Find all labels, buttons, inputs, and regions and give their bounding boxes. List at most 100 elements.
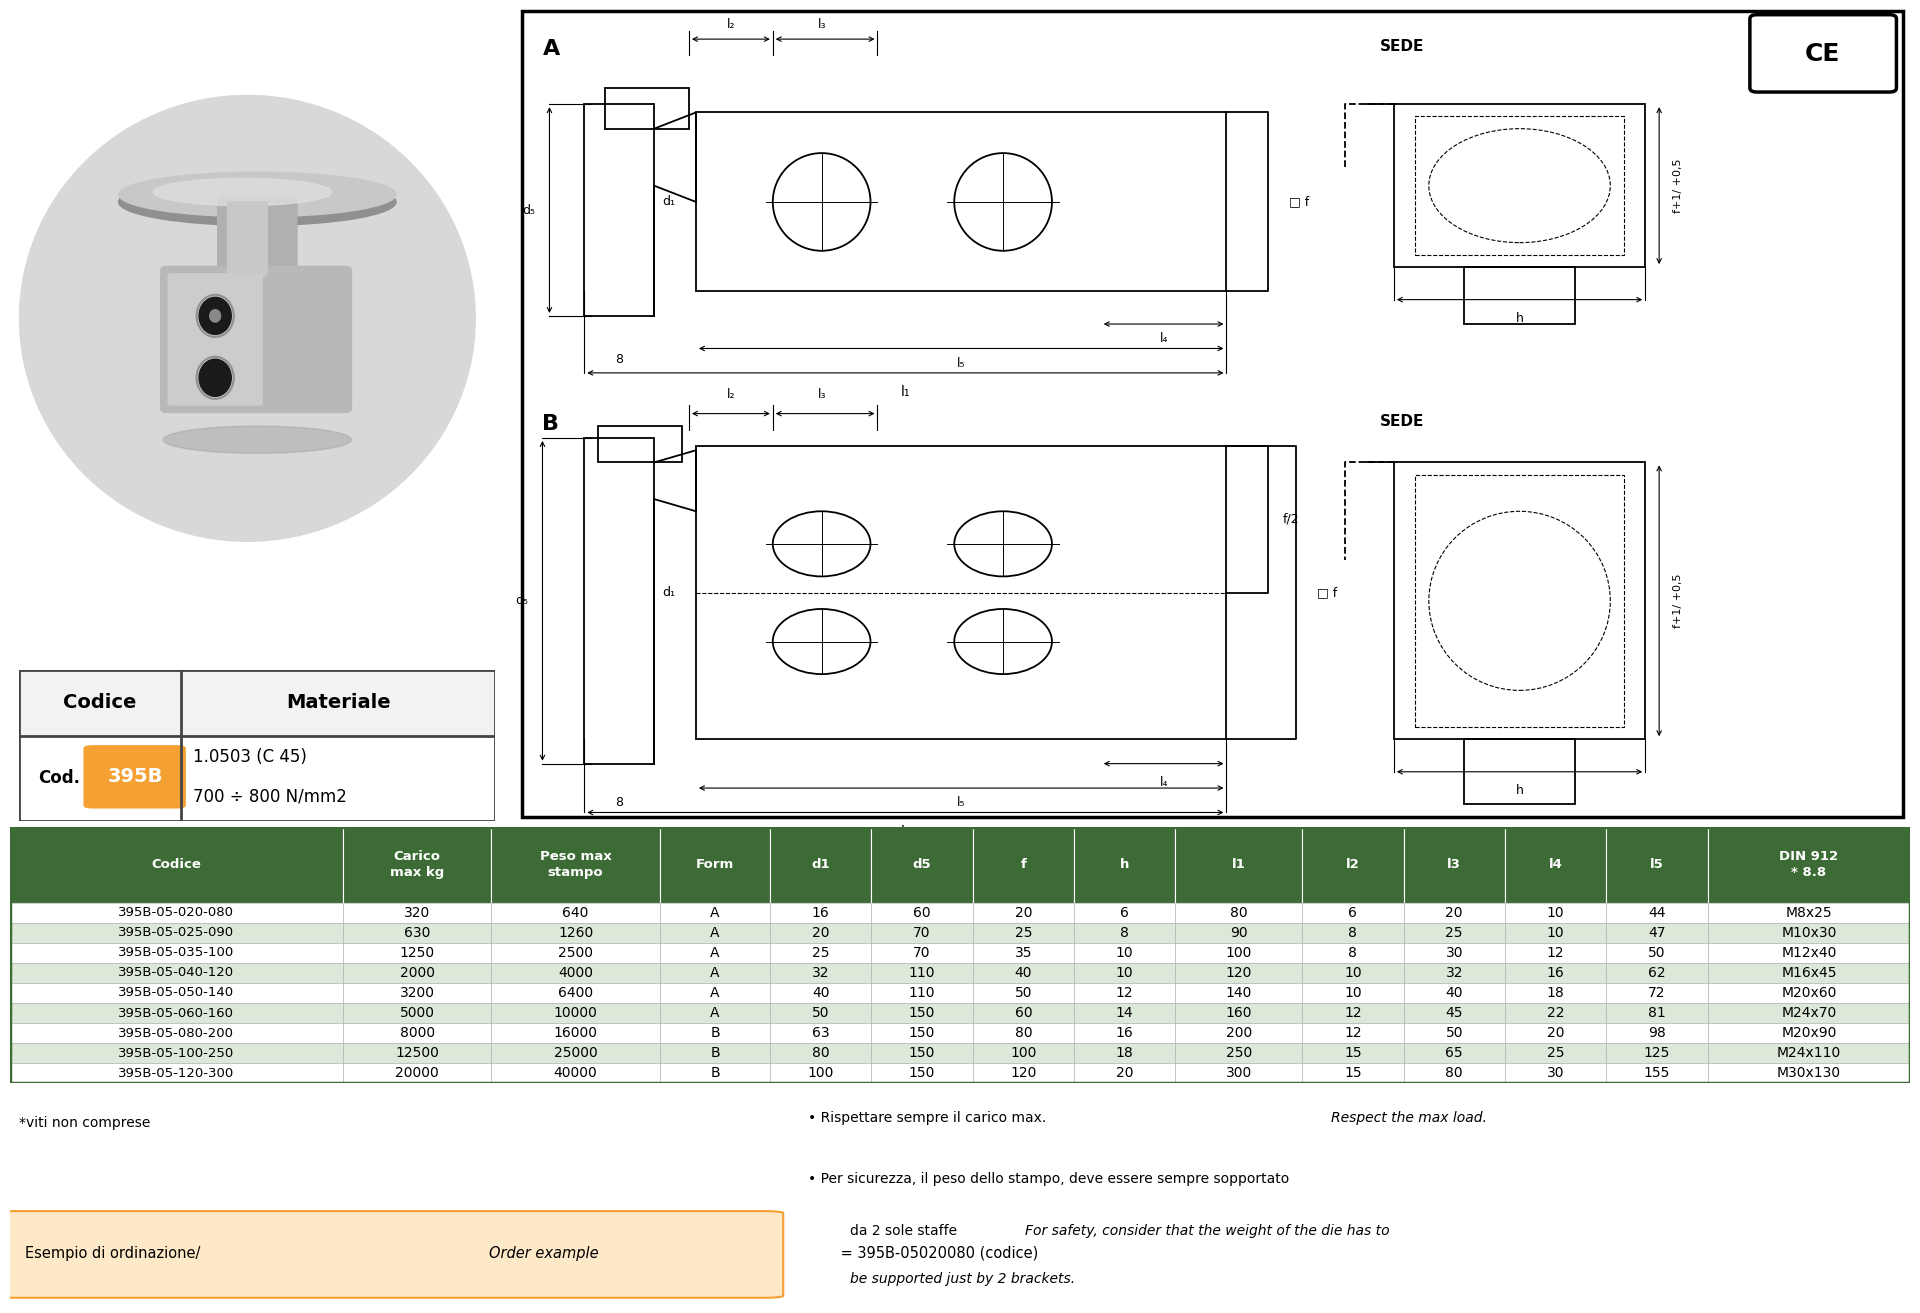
Bar [1302, 903, 1404, 923]
Text: 25: 25 [1446, 926, 1463, 940]
Text: Carico
max kg: Carico max kg [390, 851, 444, 880]
Text: 2500: 2500 [559, 945, 593, 960]
Text: 395B-05-060-160: 395B-05-060-160 [119, 1007, 234, 1019]
Text: M8x25: M8x25 [1786, 906, 1832, 919]
Text: 20: 20 [1548, 1025, 1565, 1040]
Ellipse shape [200, 360, 230, 397]
Text: l3: l3 [1448, 859, 1461, 872]
Bar [344, 903, 492, 923]
Bar [1073, 962, 1175, 983]
Text: l₂: l₂ [726, 18, 735, 32]
Bar [973, 983, 1073, 1003]
Text: 72: 72 [1647, 986, 1667, 1001]
Bar [1707, 923, 1910, 943]
Text: 3200: 3200 [399, 986, 434, 1001]
Bar [344, 943, 492, 962]
Bar [1505, 827, 1607, 903]
Bar [492, 962, 660, 983]
Text: 80: 80 [1014, 1025, 1033, 1040]
Bar [973, 962, 1073, 983]
Text: M16x45: M16x45 [1782, 966, 1837, 979]
Bar [344, 1003, 492, 1023]
Bar [973, 827, 1073, 903]
FancyBboxPatch shape [83, 746, 186, 809]
Bar [492, 1064, 660, 1083]
Bar [10, 943, 344, 962]
Text: 10: 10 [1116, 945, 1133, 960]
Bar [1707, 1003, 1910, 1023]
Bar [1707, 827, 1910, 903]
Text: l1: l1 [1233, 859, 1246, 872]
Text: 25: 25 [812, 945, 829, 960]
Bar [1175, 943, 1302, 962]
Text: 10: 10 [1344, 986, 1361, 1001]
Text: h: h [1515, 784, 1523, 797]
Text: 65: 65 [1446, 1046, 1463, 1060]
Bar [344, 827, 492, 903]
Text: 50: 50 [1647, 945, 1667, 960]
Bar [1505, 1003, 1607, 1023]
Bar [1302, 1064, 1404, 1083]
Text: B: B [710, 1066, 720, 1081]
Text: 100: 100 [1010, 1046, 1037, 1060]
Text: B: B [710, 1046, 720, 1060]
Text: 47: 47 [1647, 926, 1667, 940]
Bar [1302, 923, 1404, 943]
Text: SEDE: SEDE [1380, 39, 1425, 54]
Text: DIN 912
* 8.8: DIN 912 * 8.8 [1780, 851, 1839, 880]
Text: l₅: l₅ [956, 796, 966, 809]
Bar [660, 1023, 770, 1043]
Text: 15: 15 [1344, 1046, 1361, 1060]
Text: 20000: 20000 [396, 1066, 440, 1081]
Text: 120: 120 [1010, 1066, 1037, 1081]
Text: 395B-05-020-080: 395B-05-020-080 [119, 906, 234, 919]
Bar [973, 1043, 1073, 1064]
Bar [1073, 983, 1175, 1003]
Bar [1073, 923, 1175, 943]
Text: 110: 110 [908, 966, 935, 979]
Text: 6400: 6400 [559, 986, 593, 1001]
Text: f: f [1020, 859, 1027, 872]
Text: 12: 12 [1116, 986, 1133, 1001]
Bar [1607, 943, 1707, 962]
Text: A: A [710, 1006, 720, 1020]
Text: M24x70: M24x70 [1782, 1006, 1837, 1020]
Text: 12: 12 [1344, 1006, 1361, 1020]
Bar [660, 1064, 770, 1083]
Bar [1073, 1043, 1175, 1064]
Text: 15: 15 [1344, 1066, 1361, 1081]
Text: 50: 50 [1446, 1025, 1463, 1040]
Bar [1302, 943, 1404, 962]
Text: • Rispettare sempre il carico max.: • Rispettare sempre il carico max. [808, 1111, 1050, 1125]
Bar [1302, 1043, 1404, 1064]
Text: 81: 81 [1647, 1006, 1667, 1020]
Text: For safety, consider that the weight of the die has to: For safety, consider that the weight of … [1025, 1224, 1390, 1238]
Text: 8: 8 [614, 796, 624, 809]
Bar [1175, 962, 1302, 983]
Text: 155: 155 [1644, 1066, 1670, 1081]
Text: Materiale: Materiale [286, 693, 390, 713]
Text: 395B-05-050-140: 395B-05-050-140 [119, 986, 234, 999]
Bar [492, 1003, 660, 1023]
Text: l₄: l₄ [1160, 332, 1167, 345]
Bar [1505, 1023, 1607, 1043]
Text: 395B-05-025-090: 395B-05-025-090 [119, 926, 234, 939]
Text: l4: l4 [1549, 859, 1563, 872]
Text: 30: 30 [1446, 945, 1463, 960]
Bar [660, 923, 770, 943]
Text: 12500: 12500 [396, 1046, 440, 1060]
Text: l₅: l₅ [956, 357, 966, 370]
Text: Codice: Codice [152, 859, 202, 872]
Text: 10: 10 [1116, 966, 1133, 979]
Bar [1707, 903, 1910, 923]
Text: 80: 80 [1446, 1066, 1463, 1081]
Text: 160: 160 [1225, 1006, 1252, 1020]
Bar [1073, 903, 1175, 923]
Bar [1505, 1064, 1607, 1083]
Text: 2000: 2000 [399, 966, 434, 979]
Bar [344, 962, 492, 983]
Bar [1415, 474, 1624, 727]
Bar [10, 923, 344, 943]
Text: Esempio di ordinazione/: Esempio di ordinazione/ [25, 1246, 200, 1260]
Bar [1707, 1023, 1910, 1043]
